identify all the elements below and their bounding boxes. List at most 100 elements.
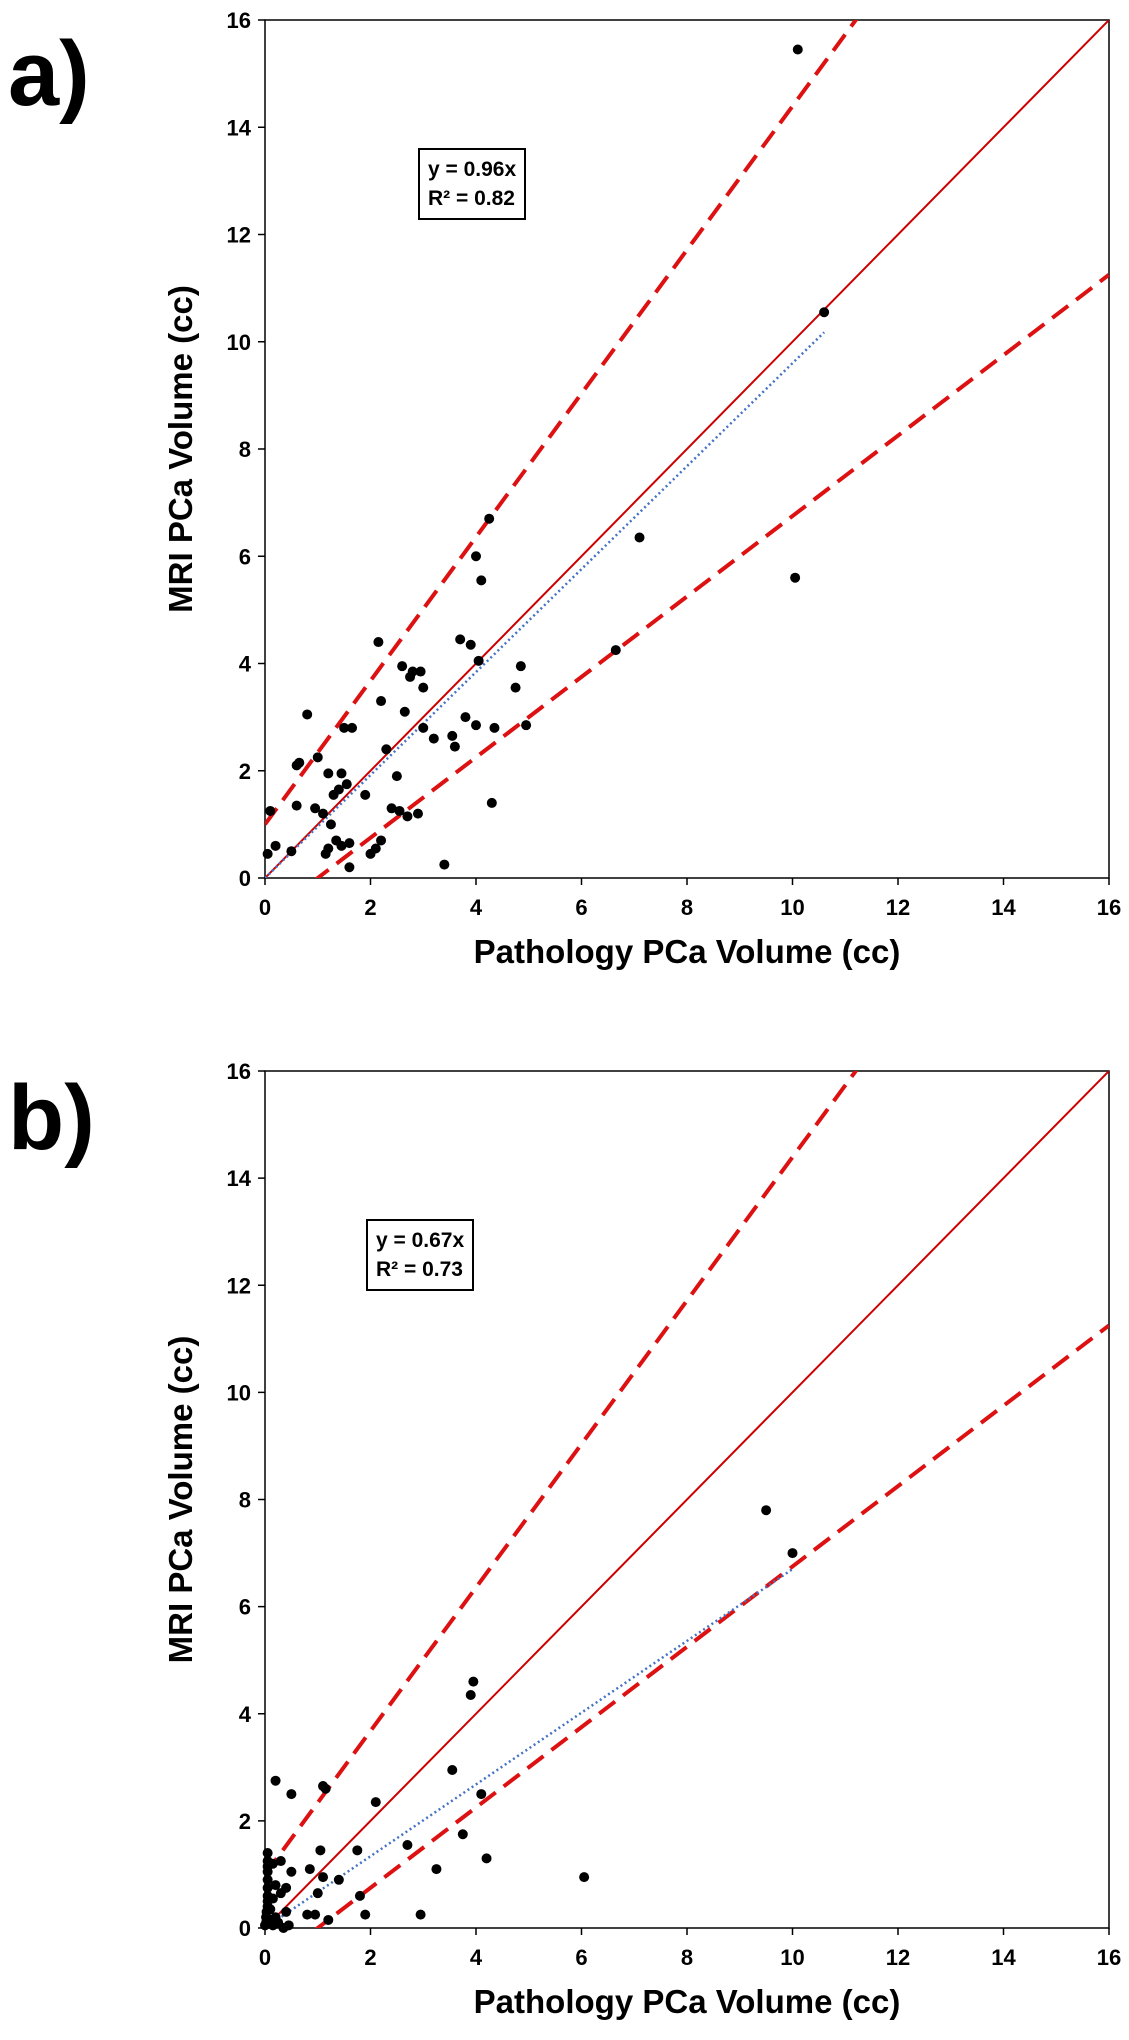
chart-a-data-point [471,551,481,562]
chart-a-x-tick-label: 4 [470,895,483,920]
chart-b-data-point [312,1888,323,1899]
chart-a-data-point [376,696,387,707]
chart-a-r-squared: R² = 0.82 [428,187,515,210]
chart-a-data-point [344,838,355,849]
chart-a-data-point [336,768,347,779]
chart-a-data-point [418,682,429,693]
chart-a-data-point [415,666,426,677]
chart-b-data-point [270,1880,281,1891]
chart-a-data-point [473,655,484,666]
chart-b-data-point [787,1548,798,1559]
chart-b-data-point [262,1874,273,1885]
chart-a-data-point [399,706,410,717]
chart-a-x-tick-label: 8 [681,895,693,920]
chart-b-data-point [262,1882,273,1893]
chart-b-data-point [262,1848,273,1859]
chart-b-y-tick-label: 12 [227,1273,251,1298]
chart-b-y-tick-label: 6 [239,1595,251,1620]
chart-a-y-axis-title: MRI PCa Volume (cc) [162,285,199,613]
chart-a-data-point [381,744,392,755]
chart-a-x-tick-label: 10 [780,895,804,920]
chart-a-data-point [515,661,526,672]
chart-a-data-point [347,722,358,733]
chart-a-y-tick-label: 10 [227,330,251,355]
chart-a-x-tick-label: 14 [991,895,1016,920]
chart-b-y-tick-label: 0 [239,1916,251,1941]
chart-b-equation: y = 0.67x [376,1229,465,1252]
chart-a-y-tick-label: 2 [239,759,251,784]
chart-a-data-point [428,733,439,744]
chart-b-data-point [370,1797,381,1808]
chart-a-data-point [302,709,313,720]
chart-a-upper-bound-line [265,20,859,826]
chart-a-x-axis-title: Pathology PCa Volume (cc) [474,933,901,970]
chart-b-upper-bound-line [265,1071,859,1876]
chart-b-identity-line [265,1071,1109,1928]
chart-a-data-point [291,800,302,811]
chart-a-data-point [262,848,273,859]
chart-b-x-tick-label: 14 [991,1945,1016,1970]
chart-b-data-point [579,1872,590,1883]
chart-b-lines-group [265,1071,1109,1928]
chart-b-r-squared: R² = 0.73 [376,1258,463,1281]
panel-a-label: a) [8,23,90,125]
chart-b-data-point [333,1874,344,1885]
chart-b-data-point [304,1864,315,1875]
chart-b-data-point [318,1872,329,1883]
chart-a-data-point [510,682,521,693]
chart-b-data-point [270,1775,281,1786]
chart-b-x-tick-label: 4 [470,1945,483,1970]
chart-a-data-point [610,645,621,656]
chart-a-data-point [310,803,321,814]
chart-a-data-point [339,722,350,733]
panel-b-label: b) [8,1067,95,1169]
chart-a-y-tick-label: 16 [227,8,251,33]
chart-a-data-point [323,768,334,779]
chart-a-x-tick-label: 2 [364,895,376,920]
panel-b: b) 0 2 4 6 8 10 12 14 16 0 2 4 6 8 10 12 14 16 Pathology P… [0,1020,1129,2040]
chart-a-data-point [294,757,305,768]
chart-b-data-point [315,1845,326,1856]
chart-a-x-tick-label: 6 [575,895,587,920]
chart-a-data-point [465,639,476,650]
chart-a-data-point [471,720,481,731]
chart-b-data-point [354,1890,365,1901]
chart-a-data-point [439,859,450,870]
chart-a-data-point [394,805,405,816]
chart-b-data-point [286,1789,297,1800]
chart-a-data-point [402,811,413,822]
chart-b-data-point [431,1864,442,1875]
chart-a-data-point [792,44,803,55]
chart-a-data-point [484,513,495,524]
chart-a-data-point [819,307,830,318]
chart-b-y-tick-label: 4 [239,1702,252,1727]
chart-a-data-point [486,797,497,808]
chart-a-x-tick-label: 12 [886,895,910,920]
chart-a-data-point [376,835,387,846]
chart-b-data-point [267,1893,278,1904]
chart-a-y-tick-label: 8 [239,437,251,462]
chart-b-y-tick-label: 14 [227,1166,252,1191]
chart-a-data-point [634,532,645,543]
chart-b-trendline [265,1568,794,1928]
chart-a-data-point [391,771,402,782]
chart-b-y-tick-label: 8 [239,1488,251,1513]
chart-a-data-point [476,575,487,586]
chart-a-data-point [489,722,500,733]
chart-a-y-tick-label: 0 [239,866,251,891]
chart-b-x-tick-label: 12 [886,1945,910,1970]
chart-a-data-point [360,789,371,800]
chart-a-data-point [318,808,329,819]
chart-b-data-point [761,1505,772,1516]
chart-b-x-tick-label: 6 [575,1945,587,1970]
chart-a-data-point [447,730,458,741]
chart-b-data-point [468,1676,479,1687]
chart-b-y-tick-label: 16 [227,1059,251,1084]
chart-a: 0 2 4 6 8 10 12 14 16 0 2 4 6 8 10 12 14 16 Pathology PCa … [162,8,1121,970]
chart-b-data-point [281,1882,292,1893]
chart-a-x-tick-label: 16 [1097,895,1121,920]
chart-b-data-point [323,1914,334,1925]
chart-b-lower-bound-line [314,1323,1109,1928]
chart-a-trendline [265,331,826,878]
chart-a-data-point [286,846,297,857]
